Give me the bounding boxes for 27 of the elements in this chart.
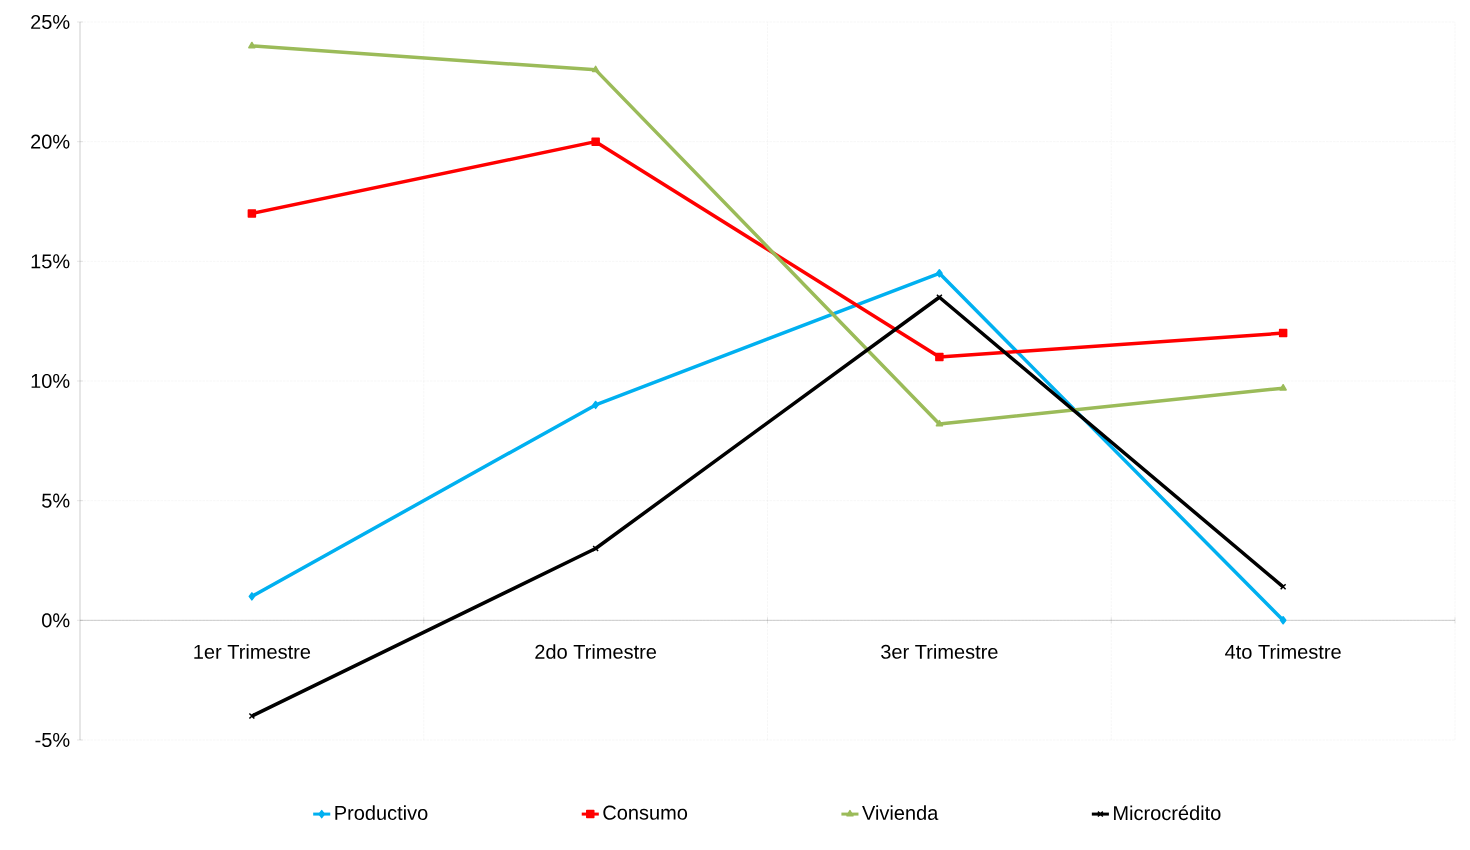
y-tick-label: 5% [42, 493, 70, 508]
point [592, 400, 600, 410]
point [1279, 383, 1287, 391]
point [591, 137, 600, 146]
x-tick-label: 4to Trimestre [1225, 644, 1341, 659]
y-tick-label: 0% [42, 613, 70, 628]
point [248, 592, 256, 601]
x-tick-label: 3er Trimestre [881, 644, 998, 659]
legend-label: Consumo [603, 805, 688, 820]
point [1279, 616, 1287, 625]
x-tick-label: 1er Trimestre [194, 644, 311, 659]
y-tick-label: 25% [31, 14, 70, 30]
legend-label: Microcrédito [1114, 805, 1221, 821]
y-tick-label: 20% [31, 134, 70, 149]
point [935, 419, 944, 427]
y-tick-label: 15% [31, 254, 70, 269]
point [591, 65, 600, 73]
point [247, 209, 257, 218]
legend-label: Productivo [335, 805, 428, 821]
point [248, 41, 256, 49]
y-tick-label: 10% [31, 373, 70, 389]
y-tick-label: -5% [35, 732, 70, 748]
x-tick-label: 2do Trimestre [535, 644, 657, 659]
point [935, 352, 944, 362]
legend-label: Vivienda [862, 805, 939, 821]
point [936, 269, 943, 278]
point [1278, 328, 1288, 338]
